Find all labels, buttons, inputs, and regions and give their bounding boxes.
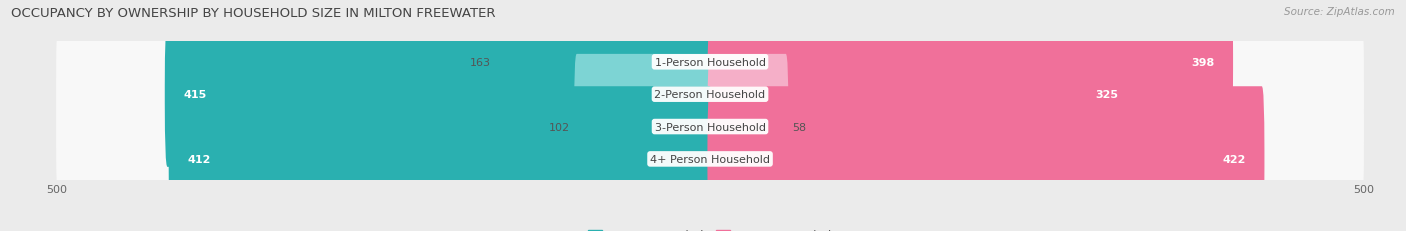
Text: 412: 412 [187, 154, 211, 164]
FancyBboxPatch shape [707, 22, 1137, 167]
FancyBboxPatch shape [55, 51, 1365, 231]
Text: 325: 325 [1095, 90, 1119, 100]
Text: 3-Person Household: 3-Person Household [655, 122, 765, 132]
FancyBboxPatch shape [56, 0, 1364, 138]
Text: Source: ZipAtlas.com: Source: ZipAtlas.com [1284, 7, 1395, 17]
Text: 422: 422 [1222, 154, 1246, 164]
FancyBboxPatch shape [169, 87, 713, 231]
Text: 1-Person Household: 1-Person Household [655, 58, 765, 67]
Legend: Owner-occupied, Renter-occupied: Owner-occupied, Renter-occupied [583, 224, 837, 231]
FancyBboxPatch shape [574, 55, 713, 199]
FancyBboxPatch shape [707, 55, 789, 199]
FancyBboxPatch shape [55, 0, 1365, 203]
Text: 4+ Person Household: 4+ Person Household [650, 154, 770, 164]
Text: 398: 398 [1191, 58, 1215, 67]
FancyBboxPatch shape [56, 51, 1364, 203]
FancyBboxPatch shape [495, 0, 713, 135]
Text: 415: 415 [184, 90, 207, 100]
Text: 58: 58 [793, 122, 807, 132]
FancyBboxPatch shape [707, 87, 1264, 231]
Text: 102: 102 [548, 122, 569, 132]
Text: OCCUPANCY BY OWNERSHIP BY HOUSEHOLD SIZE IN MILTON FREEWATER: OCCUPANCY BY OWNERSHIP BY HOUSEHOLD SIZE… [11, 7, 496, 20]
Text: 163: 163 [470, 58, 491, 67]
FancyBboxPatch shape [55, 0, 1365, 171]
FancyBboxPatch shape [707, 0, 1233, 135]
FancyBboxPatch shape [56, 19, 1364, 170]
FancyBboxPatch shape [56, 83, 1364, 231]
FancyBboxPatch shape [55, 19, 1365, 231]
Text: 2-Person Household: 2-Person Household [654, 90, 766, 100]
FancyBboxPatch shape [165, 22, 713, 167]
